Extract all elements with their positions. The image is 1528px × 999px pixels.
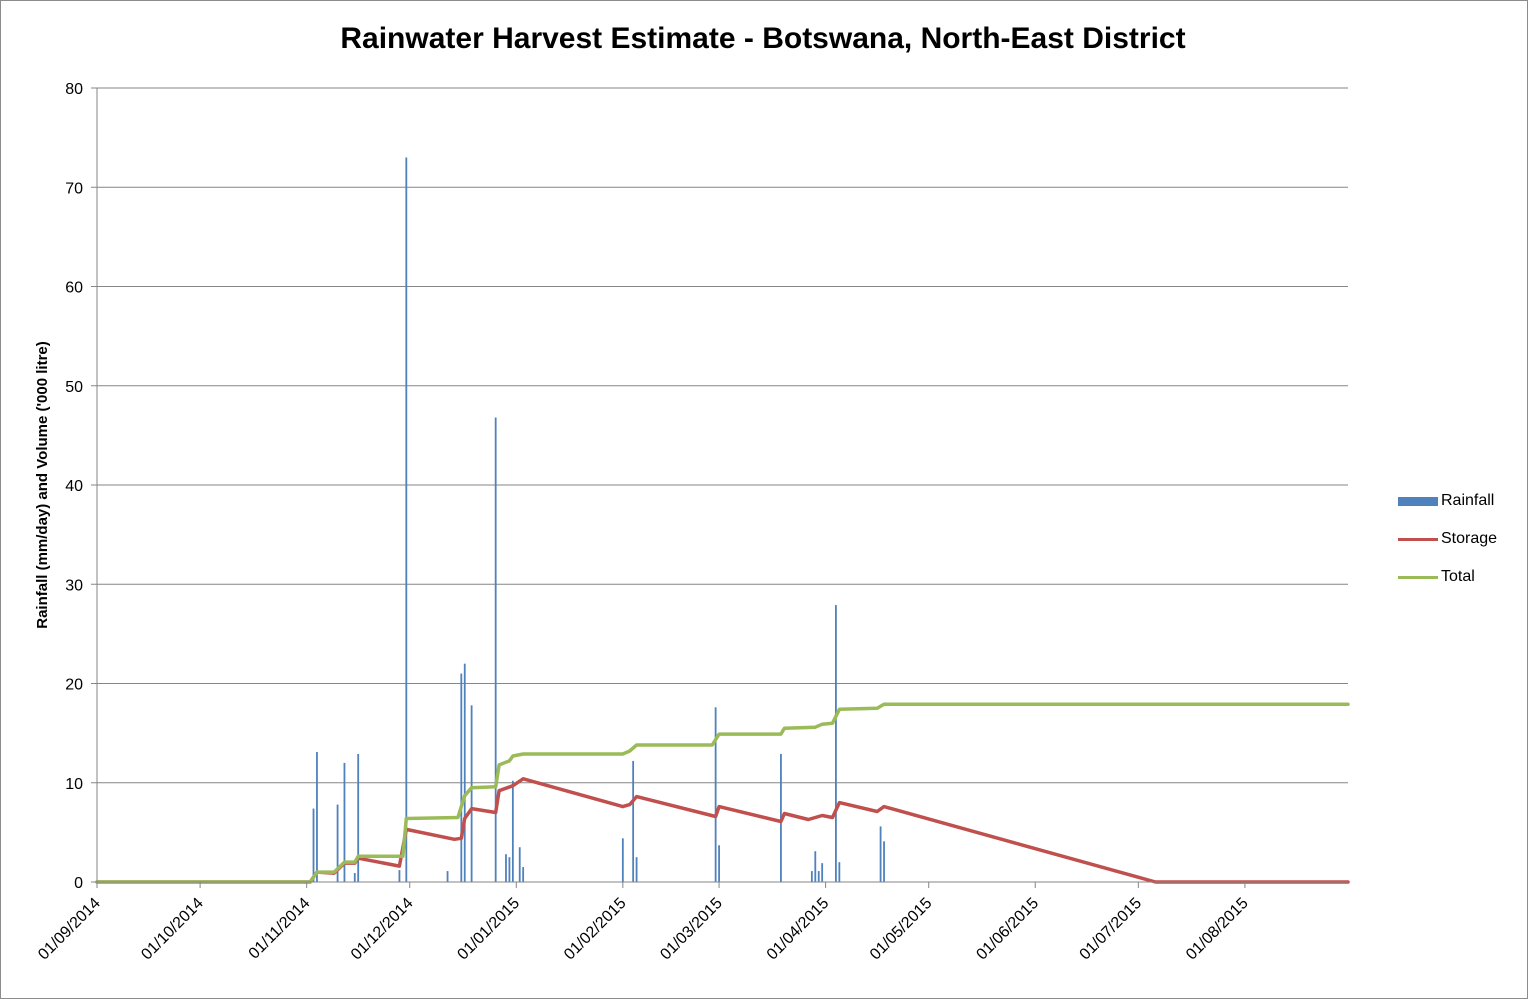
legend-swatch-rainfall <box>1398 496 1438 506</box>
rainfall-bar <box>505 854 507 882</box>
rainfall-bar <box>810 871 813 882</box>
x-tick-label: 01/05/2015 <box>867 895 936 964</box>
rainfall-bar <box>817 871 820 882</box>
series-lines <box>95 702 1350 884</box>
x-tick-label: 01/03/2015 <box>657 895 726 964</box>
legend-label-total: Total <box>1441 568 1475 585</box>
axes: 0 10 20 30 40 50 60 70 80 01/09/2014 01/10/2014 01/… <box>35 81 1348 963</box>
legend-item-rainfall: Rainfall <box>1398 482 1497 520</box>
x-tick-label: 01/01/2015 <box>454 895 523 964</box>
rainfall-bar <box>635 857 638 882</box>
rainfall-bar <box>405 157 408 883</box>
rainfall-bar <box>336 804 339 882</box>
x-tick-label: 01/06/2015 <box>973 895 1042 964</box>
legend-item-storage: Storage <box>1398 520 1497 558</box>
rainfall-bar <box>518 847 521 882</box>
x-tick-label: 01/04/2015 <box>764 895 833 964</box>
x-tick-label: 01/12/2014 <box>348 895 417 964</box>
y-tick-label: 10 <box>65 776 83 793</box>
rainfall-bar <box>357 753 360 882</box>
x-tick-label: 01/10/2014 <box>138 895 207 964</box>
x-tick-label: 01/02/2015 <box>561 895 630 964</box>
rainfall-bar <box>621 838 624 882</box>
rainfall-bar <box>494 417 497 882</box>
rainfall-bar <box>522 867 525 882</box>
y-tick-label: 20 <box>65 677 83 694</box>
legend-label-rainfall: Rainfall <box>1441 492 1495 509</box>
rainfall-bar <box>714 707 717 882</box>
rainfall-bar <box>312 808 315 882</box>
gridlines <box>97 87 1348 784</box>
rainfall-bars <box>312 157 885 883</box>
rainfall-bar <box>446 871 449 882</box>
x-tick-label: 01/08/2015 <box>1183 895 1252 964</box>
y-tick-label: 40 <box>65 478 83 495</box>
y-tick-label: 30 <box>65 577 83 594</box>
chart-title: Rainwater Harvest Estimate - Botswana, N… <box>340 22 1186 55</box>
rainfall-bar <box>814 851 817 882</box>
rainfall-bar <box>343 762 346 882</box>
x-tick-label: 01/09/2014 <box>35 895 104 964</box>
legend-swatch-storage <box>1398 537 1438 541</box>
legend-swatch-total <box>1398 575 1438 579</box>
x-tick-label: 01/07/2015 <box>1077 895 1146 964</box>
rainfall-bar <box>718 845 720 882</box>
y-tick-label: 50 <box>65 379 83 396</box>
legend-label-storage: Storage <box>1441 530 1498 547</box>
rainfall-bar <box>511 780 514 882</box>
rainfall-bar <box>821 863 824 882</box>
y-tick-label: 0 <box>74 875 83 892</box>
y-tick-label: 80 <box>65 81 83 98</box>
rainfall-bar <box>353 873 356 882</box>
rainfall-bar <box>838 862 841 882</box>
rainfall-bar <box>316 751 318 882</box>
y-tick-label: 70 <box>65 180 83 197</box>
rainfall-bar <box>398 870 401 882</box>
legend-item-total: Total <box>1398 558 1497 596</box>
y-axis-label: Rainfall (mm/day) and Volume ('000 litre… <box>34 341 51 629</box>
rainfall-bar <box>460 673 463 882</box>
rainfall-bar <box>470 705 473 882</box>
x-tick-label: 01/11/2014 <box>246 895 314 963</box>
total-line <box>95 702 1350 884</box>
rainfall-bar <box>883 841 885 882</box>
storage-line <box>95 777 1350 884</box>
rainfall-bar <box>632 760 635 882</box>
y-tick-label: 60 <box>65 280 83 297</box>
rainfall-bar <box>508 857 511 882</box>
rainfall-bar <box>463 663 466 882</box>
legend: Rainfall Storage Total <box>1398 482 1497 596</box>
rainfall-bar <box>835 605 837 882</box>
rainfall-bar <box>879 826 882 882</box>
